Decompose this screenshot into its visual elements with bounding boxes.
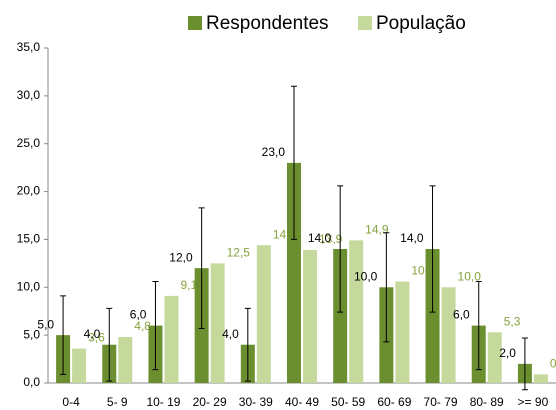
error-bar bbox=[152, 281, 159, 371]
error-bar bbox=[337, 185, 344, 313]
x-tick-label: 60- 69 bbox=[377, 395, 411, 409]
value-label: 4,8 bbox=[134, 319, 151, 333]
y-tick-label: 5,0 bbox=[23, 327, 40, 341]
bar bbox=[287, 162, 301, 383]
error-bar bbox=[60, 295, 67, 375]
y-tick-label: 25,0 bbox=[17, 136, 41, 150]
bar bbox=[333, 249, 348, 383]
value-label: 4,0 bbox=[84, 327, 101, 341]
legend-swatch bbox=[358, 16, 372, 30]
value-label: 6,0 bbox=[130, 308, 147, 322]
y-tick-label: 10,0 bbox=[17, 279, 41, 293]
error-bar bbox=[383, 232, 390, 343]
value-label: 0,9 bbox=[550, 357, 556, 371]
x-tick-label: >= 90 bbox=[518, 395, 549, 409]
x-tick-label: 10- 19 bbox=[146, 395, 180, 409]
legend-label: Respondentes bbox=[206, 13, 329, 34]
value-label: 12,5 bbox=[227, 246, 251, 260]
value-label: 13,9 bbox=[319, 232, 343, 246]
value-label: 14,0 bbox=[400, 231, 424, 245]
value-label: 23,0 bbox=[262, 145, 286, 159]
error-bar bbox=[475, 281, 482, 371]
legend: Respondentes População bbox=[188, 13, 466, 34]
y-tick-label: 0,0 bbox=[23, 375, 40, 389]
bar bbox=[303, 249, 317, 383]
y-tick-label: 30,0 bbox=[17, 88, 41, 102]
error-bar bbox=[291, 85, 297, 240]
value-label: 12,0 bbox=[169, 250, 193, 264]
value-label: 14,9 bbox=[365, 223, 389, 237]
error-bar bbox=[106, 307, 113, 382]
value-label: 3,6 bbox=[88, 331, 105, 345]
value-label: 9,1 bbox=[180, 278, 197, 292]
error-bar bbox=[429, 185, 436, 313]
error-bar bbox=[198, 207, 205, 329]
bar bbox=[72, 348, 87, 383]
value-label: 4,0 bbox=[222, 327, 239, 341]
value-label: 5,0 bbox=[37, 317, 54, 331]
bar bbox=[487, 332, 502, 383]
bar bbox=[349, 240, 364, 383]
error-bar bbox=[244, 307, 251, 382]
error-bar bbox=[521, 337, 528, 391]
y-tick-label: 20,0 bbox=[17, 184, 41, 198]
value-label: 10,0 bbox=[354, 269, 378, 283]
bar bbox=[164, 295, 179, 383]
bar bbox=[210, 263, 225, 383]
legend-swatch bbox=[188, 16, 202, 30]
bar bbox=[441, 287, 456, 383]
bar bbox=[256, 245, 271, 383]
legend-label: População bbox=[376, 13, 466, 34]
value-label: 14,0 bbox=[308, 231, 332, 245]
bar bbox=[395, 281, 410, 383]
value-label: 10,0 bbox=[458, 269, 482, 283]
y-tick-label: 15,0 bbox=[17, 232, 41, 246]
y-tick-label: 35,0 bbox=[17, 40, 41, 54]
bar bbox=[118, 337, 133, 383]
bar bbox=[533, 374, 548, 383]
x-tick-label: 30- 39 bbox=[239, 395, 273, 409]
x-tick-label: 20- 29 bbox=[193, 395, 227, 409]
x-tick-label: 50- 59 bbox=[331, 395, 365, 409]
x-tick-label: 40- 49 bbox=[285, 395, 319, 409]
x-tick-label: 0-4 bbox=[62, 395, 80, 409]
value-label: 6,0 bbox=[453, 308, 470, 322]
bar bbox=[425, 249, 440, 383]
x-tick-label: 80- 89 bbox=[470, 395, 504, 409]
x-tick-label: 5- 9 bbox=[107, 395, 128, 409]
value-label: 5,3 bbox=[504, 314, 521, 328]
value-label: 2,0 bbox=[499, 346, 516, 360]
x-tick-label: 70- 79 bbox=[424, 395, 458, 409]
